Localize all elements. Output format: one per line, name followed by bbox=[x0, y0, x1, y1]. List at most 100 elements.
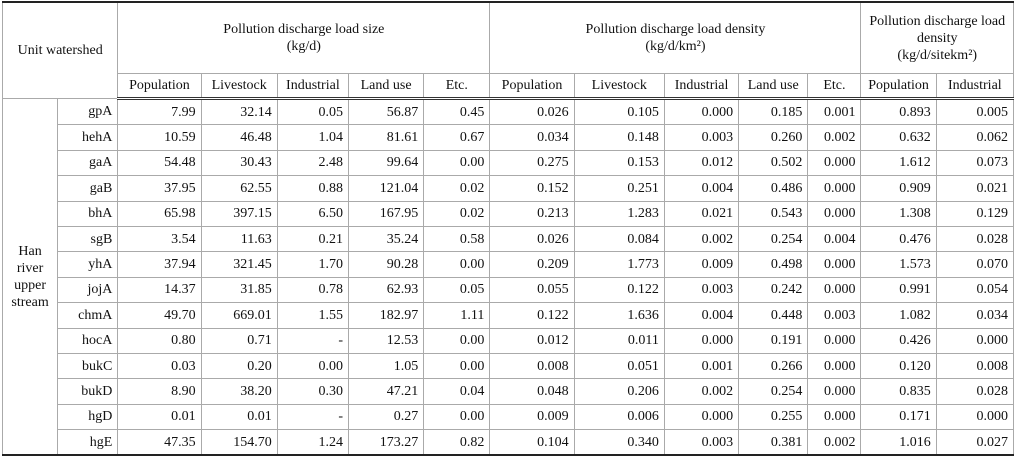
table-cell: 0.381 bbox=[738, 429, 809, 456]
table-cell: 0.213 bbox=[489, 200, 575, 227]
table-cell: 0.67 bbox=[423, 124, 491, 151]
column-header: Livestock bbox=[200, 73, 278, 100]
table-cell: 0.006 bbox=[573, 403, 665, 431]
table-cell: 0.073 bbox=[935, 149, 1015, 177]
table-cell: 56.87 bbox=[347, 97, 425, 126]
table-cell: 1.05 bbox=[347, 352, 425, 380]
table-cell: 0.01 bbox=[117, 403, 202, 431]
table-cell: 0.000 bbox=[663, 97, 740, 126]
table-cell: 0.021 bbox=[935, 175, 1015, 202]
group-unit: (kg/d/sitekm²) bbox=[897, 47, 978, 63]
table-cell: 0.275 bbox=[489, 149, 575, 177]
table-cell: 0.502 bbox=[738, 149, 809, 177]
table-cell: 37.95 bbox=[117, 175, 202, 202]
table-cell: 0.991 bbox=[860, 276, 937, 304]
table-cell: 0.009 bbox=[489, 403, 575, 431]
table-cell: 0.00 bbox=[423, 403, 491, 431]
table-cell: 0.206 bbox=[573, 378, 665, 405]
column-header: Industrial bbox=[663, 73, 740, 100]
table-cell: 0.27 bbox=[347, 403, 425, 431]
column-header: Population bbox=[489, 73, 575, 100]
table-row: gaB 37.95 62.55 0.88 121.04 0.02 0.152 0.251 0.0… bbox=[3, 175, 1015, 202]
table-cell: 0.004 bbox=[807, 225, 862, 253]
table-cell: 0.209 bbox=[489, 251, 575, 278]
region-label: Han river upper stream bbox=[1, 98, 59, 456]
table-cell: 0.003 bbox=[663, 276, 740, 304]
table-cell: 0.254 bbox=[738, 225, 809, 253]
table-cell: 0.002 bbox=[663, 225, 740, 253]
table-cell: 0.028 bbox=[935, 225, 1015, 253]
table-cell: 0.00 bbox=[276, 352, 349, 380]
table-cell: - bbox=[276, 327, 349, 354]
table-cell: 1.612 bbox=[860, 149, 937, 177]
table-cell: 0.148 bbox=[573, 124, 665, 151]
column-header: Etc. bbox=[807, 73, 862, 100]
table-cell: 1.283 bbox=[573, 200, 665, 227]
table-cell: 0.002 bbox=[663, 378, 740, 405]
watershed-name: bhA bbox=[57, 200, 119, 227]
table-cell: 0.02 bbox=[423, 175, 491, 202]
table-cell: 90.28 bbox=[347, 251, 425, 278]
table-cell: 0.171 bbox=[860, 403, 937, 431]
table-cell: 0.71 bbox=[200, 327, 278, 354]
table-cell: 32.14 bbox=[200, 97, 278, 126]
table-cell: 0.034 bbox=[489, 124, 575, 151]
table-cell: 65.98 bbox=[117, 200, 202, 227]
corner-header: Unit watershed bbox=[1, 1, 119, 99]
table-cell: 0.008 bbox=[489, 352, 575, 380]
column-header: Land use bbox=[738, 73, 809, 100]
table-cell: 1.308 bbox=[860, 200, 937, 227]
table-cell: 0.340 bbox=[573, 429, 665, 456]
table-cell: 0.20 bbox=[200, 352, 278, 380]
table-cell: 0.048 bbox=[489, 378, 575, 405]
watershed-name: hgD bbox=[57, 403, 119, 431]
watershed-name: gaB bbox=[57, 175, 119, 202]
table-cell: 669.01 bbox=[200, 302, 278, 329]
table-row: jojA 14.37 31.85 0.78 62.93 0.05 0.055 0.122 0.0… bbox=[3, 276, 1015, 304]
table-cell: 0.266 bbox=[738, 352, 809, 380]
table-cell: 0.001 bbox=[807, 97, 862, 126]
table-cell: 0.498 bbox=[738, 251, 809, 278]
watershed-name: yhA bbox=[57, 251, 119, 278]
watershed-name: gpA bbox=[57, 97, 119, 126]
table-row: sgB 3.54 11.63 0.21 35.24 0.58 0.026 0.084 0.002… bbox=[3, 225, 1015, 253]
table-cell: 0.001 bbox=[663, 352, 740, 380]
table-cell: 3.54 bbox=[117, 225, 202, 253]
table-cell: 0.00 bbox=[423, 327, 491, 354]
watershed-name: bukD bbox=[57, 378, 119, 405]
table-cell: 0.011 bbox=[573, 327, 665, 354]
table-cell: 0.000 bbox=[663, 327, 740, 354]
table-cell: 0.05 bbox=[423, 276, 491, 304]
watershed-name: hocA bbox=[57, 327, 119, 354]
table-cell: 0.03 bbox=[117, 352, 202, 380]
table-cell: 14.37 bbox=[117, 276, 202, 304]
table-row: hocA 0.80 0.71-12.53 0.00 0.012 0.011 0.000 0.1… bbox=[3, 327, 1015, 354]
table-cell: 0.191 bbox=[738, 327, 809, 354]
table-cell: 173.27 bbox=[347, 429, 425, 456]
table-cell: 0.009 bbox=[663, 251, 740, 278]
table-cell: 0.543 bbox=[738, 200, 809, 227]
table-cell: 0.476 bbox=[860, 225, 937, 253]
table-cell: 0.80 bbox=[117, 327, 202, 354]
table-cell: 0.88 bbox=[276, 175, 349, 202]
table-cell: 0.028 bbox=[935, 378, 1015, 405]
table-cell: 0.58 bbox=[423, 225, 491, 253]
table-cell: 0.002 bbox=[807, 124, 862, 151]
column-header: Land use bbox=[347, 73, 425, 100]
table-cell: 31.85 bbox=[200, 276, 278, 304]
table-cell: 0.002 bbox=[807, 429, 862, 456]
table-cell: 0.027 bbox=[935, 429, 1015, 456]
table-cell: 0.78 bbox=[276, 276, 349, 304]
table-cell: 1.24 bbox=[276, 429, 349, 456]
group-title: Pollution discharge load density bbox=[585, 22, 766, 37]
table-cell: 0.004 bbox=[663, 175, 740, 202]
table-cell: 0.000 bbox=[935, 403, 1015, 431]
table-cell: 0.82 bbox=[423, 429, 491, 456]
table-row: chmA 49.70 669.01 1.55 182.97 1.11 0.122 1.636 0… bbox=[3, 302, 1015, 329]
table-cell: 1.55 bbox=[276, 302, 349, 329]
table-cell: 0.255 bbox=[738, 403, 809, 431]
table-cell: 99.64 bbox=[347, 149, 425, 177]
table-cell: 0.45 bbox=[423, 97, 491, 126]
